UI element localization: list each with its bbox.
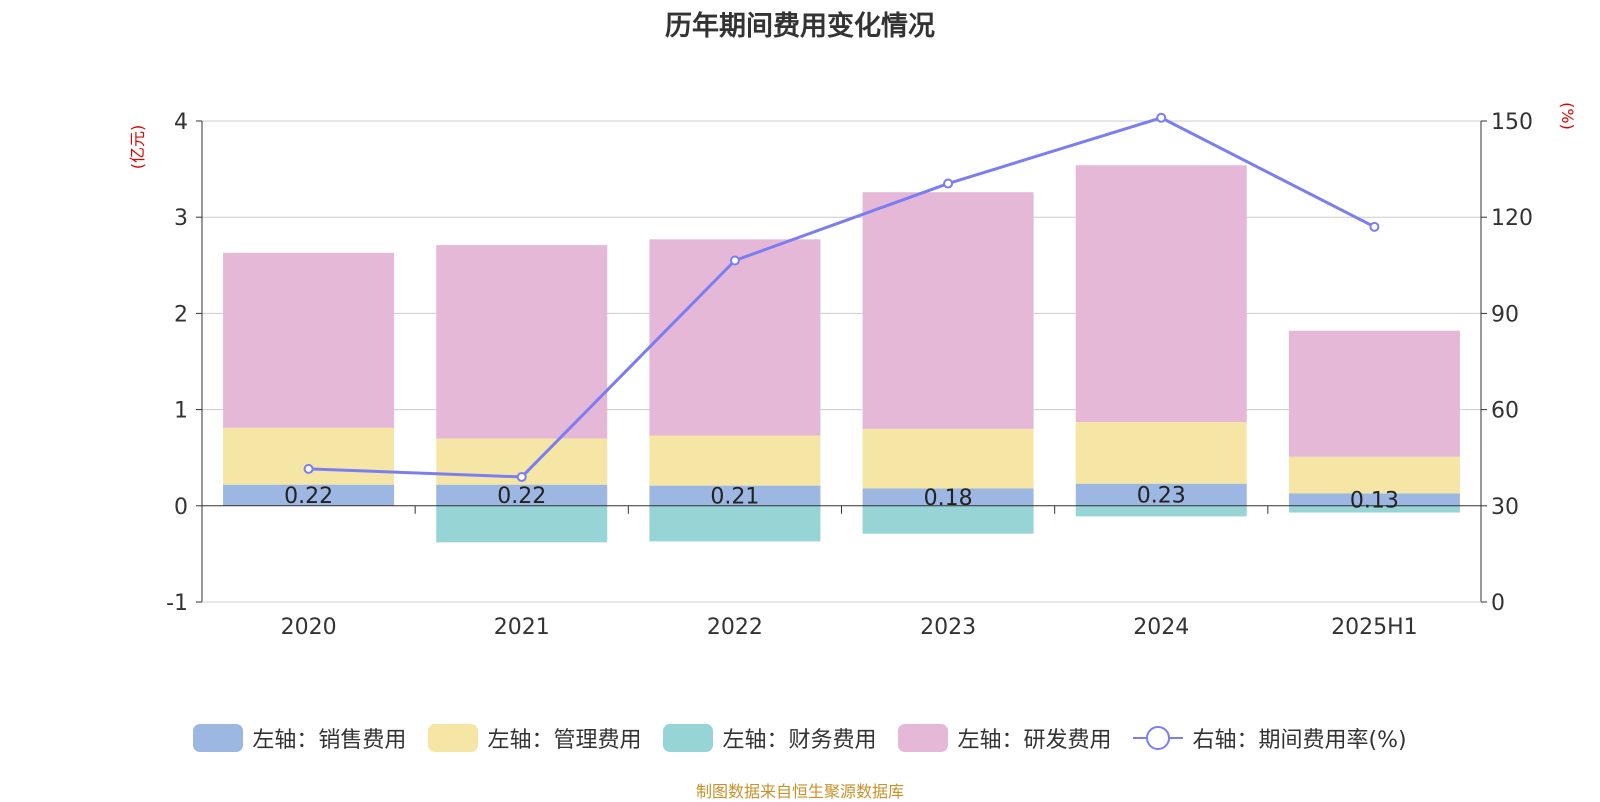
bars [223, 165, 1460, 543]
bar-segment [649, 239, 821, 436]
legend-item-admin[interactable]: 左轴：管理费用 [428, 722, 641, 754]
chart-title: 历年期间费用变化情况 [665, 11, 935, 42]
left-tick-label: 2 [174, 302, 188, 327]
data-labels: 0.22 0.22 0.21 0.18 0.23 0.13 [284, 484, 1399, 514]
legend-swatch-sales [193, 724, 244, 752]
bar-segment [223, 252, 395, 428]
rate-point [729, 255, 740, 266]
bar-segment [1075, 505, 1247, 517]
source-note: 制图数据来自恒生聚源数据库 [695, 782, 904, 801]
bar-segment [649, 485, 821, 506]
rate-point [303, 463, 314, 474]
rate-point [516, 471, 527, 482]
bar-segment [223, 427, 395, 485]
rate-point [1156, 112, 1167, 123]
legend-label-rnd: 左轴：研发费用 [957, 728, 1112, 753]
left-tick-label: 3 [174, 206, 188, 231]
bar-segment [223, 484, 395, 506]
legend-swatch-admin [428, 724, 479, 752]
bar-segment [436, 484, 608, 506]
left-tick-label: -1 [166, 591, 188, 616]
legend-label-finance: 左轴：财务费用 [722, 728, 877, 753]
right-tick-label: 90 [1491, 302, 1519, 327]
bar-segment [1288, 493, 1460, 506]
left-tick-label: 4 [174, 110, 188, 135]
category-label: 2025H1 [1331, 615, 1418, 640]
bar-segment [1288, 505, 1460, 513]
legend-swatch-rate [1133, 724, 1184, 752]
left-axis-unit: (亿元) [128, 125, 147, 170]
rate-point [1369, 221, 1380, 232]
legend-item-rnd[interactable]: 左轴：研发费用 [898, 722, 1111, 754]
bar-segment [649, 505, 821, 542]
legend-label-admin: 左轴：管理费用 [487, 728, 642, 753]
legend-item-sales[interactable]: 左轴：销售费用 [193, 722, 406, 754]
right-tick-label: 120 [1491, 206, 1533, 231]
right-tick-label: 0 [1491, 591, 1505, 616]
bar-segment [862, 192, 1034, 429]
data-label: 0.22 [497, 484, 546, 509]
category-label: 2021 [494, 615, 550, 640]
data-label: 0.22 [284, 484, 333, 509]
legend-item-finance[interactable]: 左轴：财务费用 [663, 722, 876, 754]
bar-segment [862, 488, 1034, 506]
legend-swatch-finance [663, 724, 714, 752]
left-tick-label: 0 [174, 495, 188, 520]
data-label: 0.18 [924, 486, 973, 511]
right-tick-label: 150 [1491, 110, 1533, 135]
bar-segment [862, 428, 1034, 489]
axes: -1 0 1 2 3 4 0 30 60 90 120 150 2020 2021 2022 2023 2024… [128, 102, 1577, 640]
category-label: 2024 [1133, 615, 1189, 640]
bar-segment [862, 505, 1034, 534]
data-label: 0.23 [1137, 484, 1186, 509]
right-tick-label: 30 [1491, 495, 1519, 520]
bar-segment [649, 435, 821, 486]
data-label: 0.13 [1350, 489, 1399, 514]
bar-segment [436, 245, 608, 439]
bar-segment [1075, 422, 1247, 484]
rate-point [943, 178, 954, 189]
rate-line-path [308, 116, 1376, 479]
bar-segment [1075, 483, 1247, 506]
bar-segment [1075, 165, 1247, 423]
rate-line [303, 112, 1380, 482]
bar-segment [1288, 456, 1460, 494]
legend-item-rate[interactable]: 右轴：期间费用率(%) [1133, 722, 1407, 754]
category-label: 2022 [707, 615, 763, 640]
category-label: 2020 [281, 615, 337, 640]
legend: 左轴：销售费用 左轴：管理费用 左轴：财务费用 左轴：研发费用 右轴：期间费用率… [0, 722, 1600, 754]
category-label: 2023 [920, 615, 976, 640]
bar-segment [1288, 330, 1460, 457]
legend-label-sales: 左轴：销售费用 [252, 728, 407, 753]
right-axis-unit: (%) [1558, 102, 1577, 130]
legend-label-rate: 右轴：期间费用率(%) [1192, 728, 1407, 753]
legend-swatch-rnd [898, 724, 949, 752]
bar-segment [436, 505, 608, 543]
right-tick-label: 60 [1491, 399, 1519, 424]
left-tick-label: 1 [174, 399, 188, 424]
data-label: 0.21 [710, 485, 759, 510]
